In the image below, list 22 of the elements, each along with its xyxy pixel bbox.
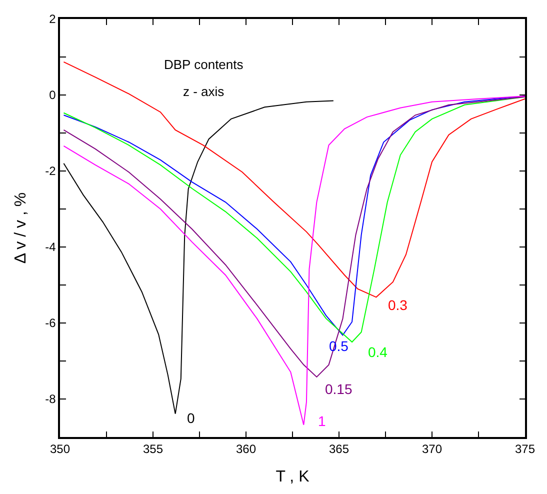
annotation: z - axis bbox=[183, 84, 225, 99]
y-tick-label: -2 bbox=[45, 164, 56, 178]
series-label: 0.3 bbox=[388, 297, 408, 313]
y-tick-label: -4 bbox=[45, 240, 56, 254]
series-label: 0.4 bbox=[368, 344, 388, 360]
y-tick-label: 2 bbox=[49, 12, 56, 26]
x-tick-label: 370 bbox=[422, 442, 442, 456]
x-tick-label: 375 bbox=[514, 442, 536, 456]
y-tick-label: 0 bbox=[49, 88, 56, 102]
y-axis-title: Δ v / v , % bbox=[12, 192, 30, 264]
x-tick-label: 365 bbox=[328, 442, 350, 456]
annotation: DBP contents bbox=[164, 57, 244, 72]
series-label: 0 bbox=[187, 410, 195, 426]
y-tick-label: -6 bbox=[45, 316, 56, 330]
x-tick-label: 355 bbox=[142, 442, 164, 456]
series-label: 0.15 bbox=[325, 381, 352, 397]
x-tick-label: 350 bbox=[50, 442, 70, 456]
x-tick-label: 360 bbox=[236, 442, 256, 456]
series-label: 1 bbox=[318, 413, 326, 429]
y-tick-label: -8 bbox=[45, 392, 56, 406]
x-axis-title: T , K bbox=[276, 468, 310, 486]
line-series bbox=[63, 61, 525, 298]
